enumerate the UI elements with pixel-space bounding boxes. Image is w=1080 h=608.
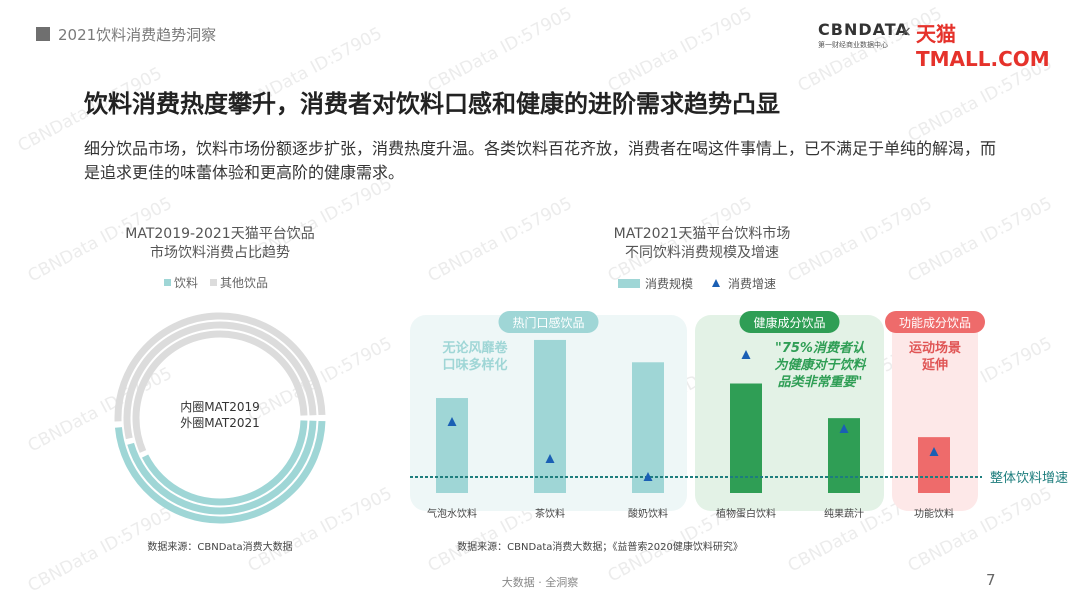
legend-swatch-scale [618,279,640,288]
bar-0 [436,398,468,493]
ring-chart-legend: 饮料 其他饮品 [164,276,268,290]
group-note: 延伸 [921,357,948,373]
logo-separator: × [900,24,912,40]
page-title: 饮料消费热度攀升，消费者对饮料口感和健康的进阶需求趋势凸显 [84,90,780,118]
reference-line-label: 整体饮料增速 [990,471,1068,486]
ring-segment-beverage [127,420,317,515]
legend-label-scale: 消费规模 [645,276,693,291]
group-note: 运动场景 [909,341,961,356]
group-tag [885,311,985,333]
legend-label-growth: 消费增速 [728,277,776,291]
group-note: 为健康对于饮料 [774,357,866,373]
group-tag [498,311,599,333]
legend-label-other: 其他饮品 [220,276,268,290]
group-note: 口味多样化 [442,357,507,373]
ring-center-label-outer: 外圈MAT2021 [180,416,260,430]
growth-marker-0 [447,417,457,426]
ring-segment-beverage [141,420,308,506]
growth-marker-3 [741,350,751,359]
bar-chart: MAT2021天猫平台饮料市场 不同饮料消费规模及增速 消费规模 消费增速 热门… [410,225,1068,553]
ring-chart-source: 数据来源：CBNData消费大数据 [147,540,292,553]
bar-chart-title-line2: 不同饮料消费规模及增速 [625,245,779,261]
x-tick-label: 功能饮料 [914,507,954,520]
reference-line: 整体饮料增速 [410,471,1068,486]
ring-segment-beverage [114,420,326,524]
x-tick-label: 植物蛋白饮料 [716,507,776,520]
group-note: 品类非常重要" [778,374,863,390]
growth-markers [447,350,939,481]
cbndata-logo: CBNDATA [818,20,909,39]
x-tick-label: 酸奶饮料 [628,507,668,520]
bar-1 [534,339,566,493]
cbndata-logo-subtitle: 第一财经商业数据中心 [818,41,888,49]
bar-2 [632,362,664,493]
ring-chart-title-line2: 市场饮料消费占比趋势 [150,244,290,261]
page-subtitle: 细分饮品市场，饮料市场份额逐步扩张，消费热度升温。各类饮料百花齐放，消费者在喝这… [84,139,997,182]
group-note: 无论风靡卷 [441,340,508,356]
watermark-text: CBNData ID:57905 [604,3,756,97]
bar-3 [730,383,762,493]
ring-chart-rings [114,312,326,524]
legend-swatch-beverage [164,279,171,286]
x-axis-labels: 气泡水饮料 茶饮料 酸奶饮料 植物蛋白饮料 纯果蔬汁 功能饮料 [427,507,954,520]
bar-chart-legend: 消费规模 消费增速 [618,276,776,291]
growth-marker-5 [929,447,939,456]
group-tag [739,311,840,333]
group-tag-label: 功能成分饮品 [899,316,971,330]
x-tick-label: 纯果蔬汁 [824,507,864,520]
ring-center-label-inner: 内圈MAT2019 [180,400,260,414]
bar-chart-title-line1: MAT2021天猫平台饮料市场 [614,225,791,242]
ring-segment-other [123,321,317,440]
header-title: 2021饮料消费趋势洞察 [58,26,217,44]
watermark-text: CBNData ID:57905 [424,3,576,97]
bar-chart-source: 数据来源：CBNData消费大数据；《益普索2020健康饮料研究》 [457,540,743,553]
growth-marker-2 [643,472,653,481]
ring-segment-other [132,330,308,453]
x-tick-label: 气泡水饮料 [427,507,477,520]
legend-triangle-icon [712,279,720,287]
group-tag-label: 健康成分饮品 [753,315,825,330]
tmall-logo: 天猫TMALL.COM [916,22,1050,71]
group-panel [892,315,978,511]
footer-text: 大数据 · 全洞察 [501,576,579,589]
ring-segment-other [114,312,326,422]
header-square-icon [36,27,50,41]
group-tag-label: 热门口感饮品 [512,315,584,330]
growth-marker-1 [545,454,555,463]
bars [436,339,950,493]
legend-label-beverage: 饮料 [174,276,198,290]
page-number: 7 [986,571,996,589]
bar-5 [918,437,950,493]
group-note: "75%消费者认 [775,340,865,356]
ring-chart-title-line1: MAT2019-2021天猫平台饮品 [125,226,314,242]
ring-chart: MAT2019-2021天猫平台饮品 市场饮料消费占比趋势 饮料 其他饮品 内圈… [114,226,326,553]
legend-swatch-other [210,279,217,286]
growth-marker-4 [839,424,849,433]
x-tick-label: 茶饮料 [535,507,565,520]
